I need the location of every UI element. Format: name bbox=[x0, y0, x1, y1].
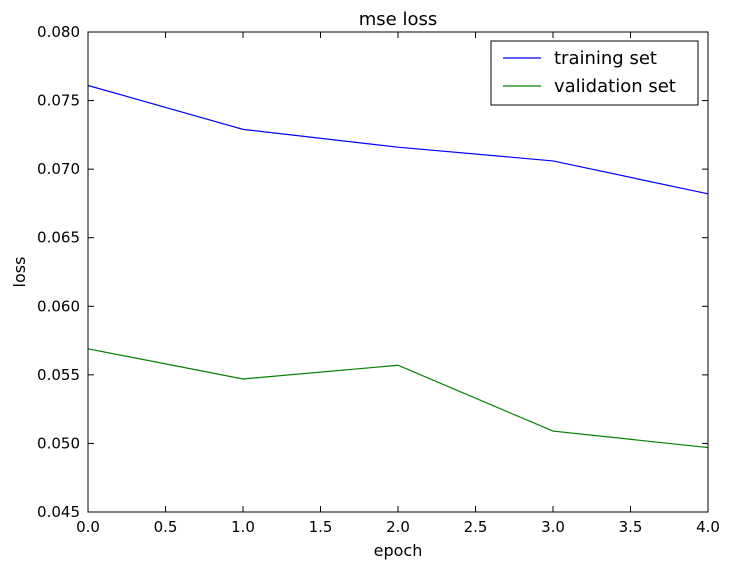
series-lines bbox=[87, 84, 709, 449]
y-tick-label: 0.045 bbox=[37, 503, 80, 521]
y-axis-label: loss bbox=[10, 257, 29, 288]
x-tick-label: 0.5 bbox=[154, 518, 178, 536]
x-tick-label: 1.0 bbox=[231, 518, 255, 536]
x-tick-label: 3.0 bbox=[541, 518, 565, 536]
plot-frame bbox=[87, 31, 709, 513]
y-tick-label: 0.080 bbox=[37, 23, 80, 41]
x-tick-label: 3.5 bbox=[619, 518, 643, 536]
legend: training set validation set bbox=[490, 40, 699, 106]
x-axis-label: epoch bbox=[374, 541, 423, 560]
legend-label-training-set: training set bbox=[554, 48, 657, 69]
axis-ticks: 0.0 0.5 1.0 1.5 2.0 2.5 3.0 3.5 4.0 0.045 0.050 0.0… bbox=[37, 23, 720, 536]
legend-box bbox=[490, 40, 699, 106]
legend-label-validation-set: validation set bbox=[554, 76, 676, 97]
chart-title: mse loss bbox=[359, 9, 437, 30]
y-tick-label: 0.070 bbox=[37, 160, 80, 178]
y-tick-label: 0.055 bbox=[37, 366, 80, 384]
x-tick-label: 4.0 bbox=[696, 518, 720, 536]
y-tick-label: 0.075 bbox=[37, 92, 80, 110]
series-line-training-set bbox=[87, 84, 709, 195]
x-tick-label: 2.5 bbox=[464, 518, 488, 536]
y-tick-label: 0.065 bbox=[37, 229, 80, 247]
series-line-validation-set bbox=[87, 348, 709, 449]
y-tick-label: 0.050 bbox=[37, 434, 80, 452]
y-tick-label: 0.060 bbox=[37, 297, 80, 315]
x-tick-label: 1.5 bbox=[309, 518, 333, 536]
x-tick-label: 2.0 bbox=[386, 518, 410, 536]
x-tick-label: 0.0 bbox=[76, 518, 100, 536]
